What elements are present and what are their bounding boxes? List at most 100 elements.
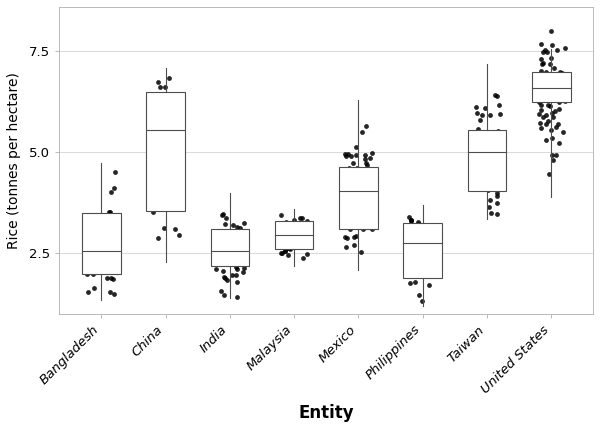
Point bbox=[302, 251, 311, 257]
Point bbox=[404, 227, 414, 234]
Point bbox=[230, 260, 239, 266]
Point bbox=[163, 124, 173, 131]
Point bbox=[296, 240, 305, 247]
Point bbox=[239, 264, 248, 271]
Point bbox=[478, 178, 487, 185]
Point bbox=[154, 235, 163, 242]
Point bbox=[295, 235, 304, 242]
Point bbox=[554, 98, 564, 105]
Point bbox=[214, 245, 224, 252]
Point bbox=[82, 271, 92, 278]
Point bbox=[98, 260, 108, 266]
Point bbox=[481, 177, 490, 184]
Point bbox=[471, 104, 481, 111]
Point bbox=[106, 245, 115, 252]
Point bbox=[487, 157, 497, 164]
Point bbox=[367, 212, 376, 219]
Point bbox=[423, 240, 433, 247]
Point bbox=[364, 206, 374, 213]
Point bbox=[294, 230, 304, 236]
Point bbox=[286, 227, 296, 233]
Point bbox=[536, 106, 545, 113]
Point bbox=[170, 225, 179, 232]
Point bbox=[406, 267, 415, 274]
Point bbox=[280, 248, 290, 255]
Bar bbox=[467, 130, 506, 191]
Point bbox=[101, 219, 111, 226]
Point bbox=[221, 215, 230, 222]
Point bbox=[341, 152, 350, 159]
Point bbox=[428, 268, 438, 275]
Point bbox=[478, 138, 488, 145]
Point bbox=[362, 193, 371, 200]
Point bbox=[86, 218, 96, 224]
Point bbox=[405, 244, 415, 251]
Point bbox=[483, 187, 493, 194]
Point bbox=[343, 181, 352, 187]
Point bbox=[551, 152, 561, 159]
Point bbox=[155, 118, 165, 124]
Point bbox=[544, 171, 554, 178]
Point bbox=[291, 242, 301, 248]
Point bbox=[493, 192, 502, 199]
Point bbox=[364, 187, 374, 193]
Point bbox=[91, 265, 101, 272]
Point bbox=[155, 146, 165, 153]
Point bbox=[87, 231, 97, 238]
Point bbox=[536, 120, 545, 127]
Point bbox=[149, 123, 159, 130]
Point bbox=[362, 194, 371, 201]
Point bbox=[173, 111, 182, 118]
Point bbox=[149, 122, 158, 129]
Point bbox=[421, 236, 431, 243]
Point bbox=[303, 226, 313, 233]
Point bbox=[358, 219, 368, 226]
Point bbox=[361, 156, 370, 163]
Point bbox=[351, 189, 361, 196]
Point bbox=[412, 254, 421, 261]
Point bbox=[97, 215, 107, 222]
Point bbox=[413, 255, 423, 262]
Point bbox=[94, 263, 103, 269]
Point bbox=[545, 60, 555, 67]
Point bbox=[546, 27, 556, 34]
Point bbox=[159, 120, 169, 127]
Point bbox=[550, 77, 559, 84]
Point bbox=[175, 116, 184, 123]
Point bbox=[541, 87, 551, 94]
Point bbox=[232, 266, 241, 273]
Point bbox=[166, 158, 176, 165]
Point bbox=[303, 220, 313, 227]
Point bbox=[361, 160, 370, 166]
Point bbox=[428, 270, 438, 277]
Point bbox=[151, 178, 160, 185]
Point bbox=[542, 48, 552, 55]
Point bbox=[169, 94, 179, 100]
Point bbox=[154, 160, 163, 167]
Point bbox=[487, 209, 496, 216]
Point bbox=[298, 240, 307, 247]
Point bbox=[173, 189, 183, 196]
Point bbox=[406, 216, 416, 223]
Point bbox=[488, 145, 497, 151]
Point bbox=[91, 236, 101, 242]
Point bbox=[172, 134, 182, 141]
Point bbox=[155, 83, 164, 90]
Point bbox=[235, 258, 245, 265]
Point bbox=[153, 134, 163, 141]
Point bbox=[424, 281, 434, 288]
Point bbox=[484, 138, 494, 145]
Point bbox=[487, 159, 497, 166]
Point bbox=[289, 237, 299, 244]
Point bbox=[106, 288, 115, 295]
Point bbox=[230, 258, 240, 265]
Point bbox=[155, 91, 165, 98]
Point bbox=[347, 193, 357, 200]
Point bbox=[361, 151, 370, 158]
Point bbox=[344, 151, 353, 157]
Point bbox=[551, 108, 560, 115]
Point bbox=[283, 245, 292, 252]
Point bbox=[554, 85, 563, 92]
Point bbox=[110, 235, 119, 242]
Point bbox=[547, 127, 556, 134]
